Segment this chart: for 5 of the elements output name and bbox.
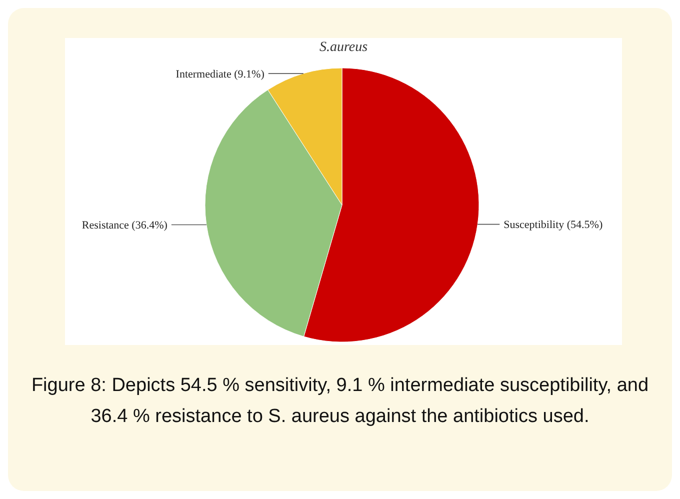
chart-title: S.aureus bbox=[318, 40, 369, 56]
slice-label: Susceptibility (54.5%) bbox=[504, 219, 603, 232]
slice-label: Resistance (36.4%) bbox=[82, 220, 168, 232]
slice-label: Intermediate (9.1%) bbox=[176, 68, 265, 80]
caption: Figure 8: Depicts 54.5 % sensitivity, 9.1 % intermediate susceptibility, and 36.4 % resistance to S. aureus against the antibiotics used. bbox=[30, 374, 650, 429]
